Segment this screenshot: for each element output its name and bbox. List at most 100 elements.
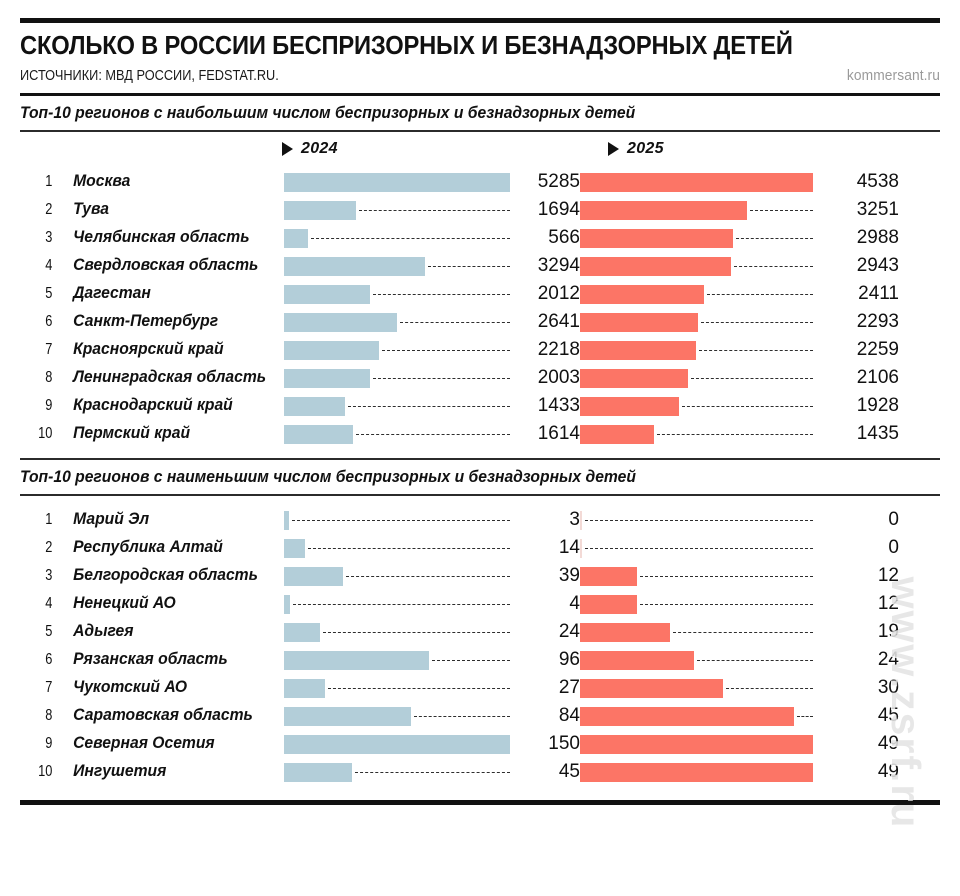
bar-2025 [580,706,794,726]
bar-2025 [580,228,733,248]
legend-2024: 2024 [282,140,338,158]
value-2024: 4 [569,592,580,614]
bar-2025 [580,368,688,388]
table-row: 7 Красноярский край 2218 2259 [20,336,940,364]
leader-dots-2024 [400,321,510,323]
bar-2024 [284,396,345,416]
leader-dots-2025 [585,519,813,521]
bar-track-2024 [284,168,510,196]
row-region-label: Северная Осетия [73,734,215,753]
leader-dots-2025 [726,687,813,689]
bar-track-2024 [284,420,510,448]
row-rank: 2 [45,200,53,218]
value-2024: 96 [558,648,580,670]
row-rank: 6 [45,312,53,330]
bar-2025 [580,284,704,304]
value-2024: 39 [558,564,580,586]
value-2024: 1694 [537,198,580,220]
cell-2025: 2411 [580,280,900,308]
table-row: 9 Краснодарский край 1433 1928 [20,392,940,420]
bar-2024 [284,256,425,276]
value-2024: 45 [558,760,580,782]
cell-2024: 84 [284,702,580,730]
bar-track-2024 [284,674,510,702]
value-2024: 2012 [537,282,580,304]
leader-dots-2025 [736,237,813,239]
cell-2025: 1928 [580,392,900,420]
row-region-label: Белгородская область [73,566,258,585]
value-2025: 12 [877,592,899,614]
triangle-right-icon [282,141,293,156]
row-rank: 1 [45,510,53,528]
value-2025: 2411 [858,282,899,304]
row-rank: 10 [38,762,53,780]
table-row: 2 Республика Алтай 14 0 [20,534,940,562]
row-region-label: Краснодарский край [73,396,233,415]
bar-track-2024 [284,758,510,786]
bar-track-2024 [284,646,510,674]
cell-2025: 49 [580,758,900,786]
cell-2024: 5285 [284,168,580,196]
value-2025: 0 [888,536,899,558]
leader-dots-2025 [585,547,813,549]
leader-dots-2025 [640,575,813,577]
leader-dots-2024 [382,349,510,351]
value-2025: 45 [877,704,899,726]
leader-dots-2024 [346,575,510,577]
table-row: 1 Москва 5285 4538 [20,168,940,196]
value-2025: 0 [888,508,899,530]
leader-dots-2025 [682,405,813,407]
value-2025: 49 [877,760,899,782]
bar-track-2024 [284,506,510,534]
leader-dots-2025 [697,659,813,661]
value-2025: 1435 [856,422,899,444]
cell-2025: 49 [580,730,900,758]
cell-2025: 12 [580,590,900,618]
bar-track-2025 [580,758,813,786]
bar-track-2024 [284,618,510,646]
bar-track-2024 [284,336,510,364]
table-smallest: 1 Марий Эл 3 0 2 Республика Алтай 14 0 3 Белгород… [20,506,940,786]
row-region-label: Республика Алтай [73,538,223,557]
row-region-label: Красноярский край [73,340,224,359]
row-rank: 2 [45,538,53,556]
leader-dots-2024 [293,603,510,605]
cell-2025: 2259 [580,336,900,364]
value-2024: 5285 [537,170,580,192]
bar-track-2024 [284,280,510,308]
bar-2024 [284,200,356,220]
section-rule-2 [20,493,940,496]
bar-track-2024 [284,702,510,730]
row-region-label: Челябинская область [73,228,250,247]
cell-2024: 39 [284,562,580,590]
cell-2024: 45 [284,758,580,786]
bar-2024 [284,510,289,530]
bar-2024 [284,678,325,698]
top-rule [20,18,940,23]
leader-dots-2024 [348,405,510,407]
value-2024: 2218 [537,338,580,360]
bar-track-2025 [580,562,813,590]
value-2025: 1928 [856,394,899,416]
bar-2025 [580,594,637,614]
value-2025: 4538 [856,170,899,192]
table-row: 3 Челябинская область 566 2988 [20,224,940,252]
cell-2025: 2106 [580,364,900,392]
leader-dots-2024 [356,433,510,435]
bar-track-2024 [284,562,510,590]
cell-2024: 2218 [284,336,580,364]
bar-track-2025 [580,364,813,392]
table-row: 4 Ненецкий АО 4 12 [20,590,940,618]
leader-dots-2025 [701,321,813,323]
leader-dots-2024 [328,687,510,689]
bar-2024 [284,424,353,444]
cell-2024: 24 [284,618,580,646]
value-2025: 2943 [856,254,899,276]
section-title-largest: Топ-10 регионов с наибольшим числом бесп… [20,103,636,122]
bar-2024 [284,762,352,782]
leader-dots-2024 [311,237,510,239]
bar-2024 [284,340,379,360]
leader-dots-2025 [734,265,813,267]
cell-2024: 27 [284,674,580,702]
leader-dots-2025 [797,715,813,717]
